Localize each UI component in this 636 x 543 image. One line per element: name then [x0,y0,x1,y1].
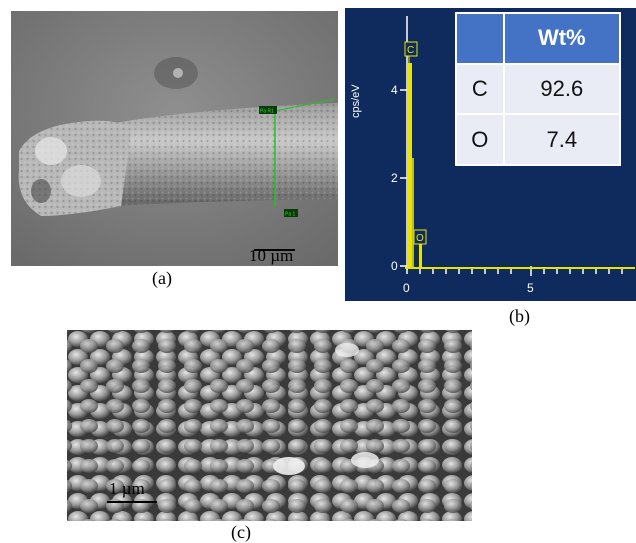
y-tick-2: 2 [391,171,398,185]
x-tick-0: 0 [403,281,410,295]
y-tick-4: 4 [391,83,398,97]
carbon-peak [408,63,412,268]
caption-b: (b) [509,306,530,326]
sem-surface-graphic: 1 µm [67,330,472,521]
table-cell-value: 92.6 [502,62,622,116]
y-axis-label: cps/eV [350,84,362,118]
table-row: C 92.6 [455,62,622,116]
sem-image-surface: 1 µm [67,330,472,521]
composition-table: Wt% C 92.6 O 7.4 [455,12,622,166]
peak-label-o: O [416,233,424,244]
x-tick-5: 5 [527,281,534,295]
caption-a: (a) [152,268,172,288]
table-header-row: Wt% [455,12,622,65]
marker-label-top: Pa R1 [260,109,274,115]
caption-c: (c) [231,522,251,542]
table-cell-value: 7.4 [502,113,622,166]
sem-image-fiber: Pa R1 Pa 1 10 µm [11,11,338,266]
oxygen-peak [419,243,422,268]
peak-label-c: C [407,45,414,56]
sem-fiber-graphic: Pa R1 Pa 1 10 µm [11,11,338,266]
y-tick-0: 0 [391,259,398,273]
marker-label-bottom: Pa 1 [285,212,296,218]
scale-bar-label: 10 µm [249,246,293,265]
scale-bar-label: 1 µm [109,479,145,498]
table-row: O 7.4 [455,113,622,166]
table-header-wt: Wt% [502,12,622,65]
table-header-blank [455,12,505,65]
table-cell-element: O [455,113,505,166]
table-cell-element: C [455,62,505,116]
